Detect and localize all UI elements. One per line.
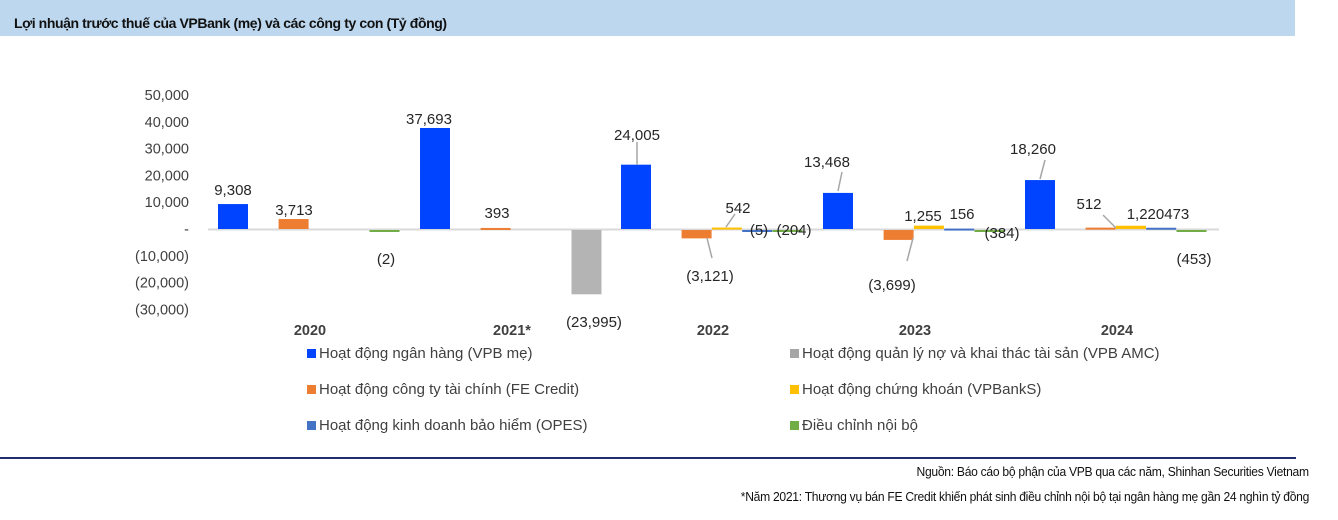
legend-item-fe-credit: Hoạt động công ty tài chính (FE Credit) bbox=[307, 381, 579, 398]
bar bbox=[621, 164, 651, 229]
data-label: 13,468 bbox=[804, 154, 850, 171]
footnote: *Năm 2021: Thương vụ bán FE Credit khiến… bbox=[740, 489, 1310, 504]
data-label-vpbanks-2024: 1,220 bbox=[1127, 206, 1165, 223]
legend-swatch-icon bbox=[790, 385, 799, 394]
y-tick-label: (10,000) bbox=[135, 249, 189, 265]
bar bbox=[571, 230, 602, 295]
data-label: 1,220473 bbox=[1127, 206, 1190, 223]
data-label: 542 bbox=[725, 200, 750, 217]
bar bbox=[369, 230, 400, 232]
chart-title: Lợi nhuận trước thuế của VPBank (mẹ) và … bbox=[14, 15, 447, 31]
legend-label: Hoạt động kinh doanh bảo hiểm (OPES) bbox=[319, 417, 588, 434]
legend-label: Hoạt động chứng khoán (VPBankS) bbox=[802, 381, 1042, 398]
legend-item-vpb-amc: Hoạt động quản lý nợ và khai thác tài sả… bbox=[790, 345, 1160, 362]
bar bbox=[1146, 227, 1177, 230]
legend-item-vpb-parent: Hoạt động ngân hàng (VPB mẹ) bbox=[307, 345, 532, 362]
data-label: 24,005 bbox=[614, 127, 660, 144]
legend-swatch-icon bbox=[307, 349, 316, 358]
x-tick-label: 2021* bbox=[493, 323, 531, 336]
bar bbox=[823, 192, 853, 229]
data-label: 393 bbox=[484, 205, 509, 222]
bar bbox=[1085, 227, 1116, 230]
data-label: (384) bbox=[984, 225, 1019, 242]
legend-label: Hoạt động công ty tài chính (FE Credit) bbox=[319, 381, 580, 398]
y-tick-label: 10,000 bbox=[145, 195, 189, 211]
title-band: Lợi nhuận trước thuế của VPBank (mẹ) và … bbox=[0, 0, 1295, 36]
x-tick-label: 2024 bbox=[1101, 323, 1133, 336]
bar-chart: 50,000 40,000 30,000 20,000 10,000 - (10,000) (… bbox=[135, 88, 1219, 336]
legend-swatch-icon bbox=[790, 349, 799, 358]
data-label: 37,693 bbox=[406, 111, 452, 128]
legend-label: Hoạt động quản lý nợ và khai thác tài sả… bbox=[802, 345, 1160, 362]
bar bbox=[218, 204, 248, 229]
bar bbox=[742, 230, 773, 232]
data-label: 156 bbox=[949, 206, 974, 223]
source-note: Nguồn: Báo cáo bộ phận của VPB qua các n… bbox=[916, 464, 1310, 479]
bar bbox=[278, 219, 309, 229]
x-tick-label: 2022 bbox=[697, 323, 729, 336]
y-tick-label: 40,000 bbox=[145, 115, 189, 131]
legend-swatch-icon bbox=[307, 421, 316, 430]
data-label: (2) bbox=[377, 251, 395, 268]
leader-line bbox=[725, 213, 736, 228]
leader-line bbox=[837, 171, 843, 192]
y-tick-label: (20,000) bbox=[135, 276, 189, 292]
data-label: (23,995) bbox=[566, 314, 622, 331]
data-label: 512 bbox=[1076, 196, 1101, 213]
data-label: 18,260 bbox=[1010, 141, 1056, 158]
bar bbox=[1176, 230, 1207, 232]
data-label: (453) bbox=[1176, 251, 1211, 268]
bar bbox=[883, 230, 914, 240]
bar bbox=[974, 230, 1005, 232]
data-label: 9,308 bbox=[214, 182, 252, 199]
bar bbox=[913, 225, 944, 229]
leader-line bbox=[1102, 214, 1117, 229]
bar bbox=[420, 127, 450, 229]
x-tick-label: 2023 bbox=[899, 323, 931, 336]
legend-item-opes: Hoạt động kinh doanh bảo hiểm (OPES) bbox=[307, 417, 588, 434]
y-tick-label: 50,000 bbox=[145, 88, 189, 104]
y-tick-label: 30,000 bbox=[145, 142, 189, 158]
bar bbox=[1025, 180, 1055, 229]
data-label: (3,121) bbox=[686, 268, 734, 285]
legend-label: Hoạt động ngân hàng (VPB mẹ) bbox=[319, 345, 533, 362]
bar bbox=[480, 227, 511, 230]
data-label: 1,255 bbox=[904, 208, 942, 225]
y-tick-label: (30,000) bbox=[135, 302, 189, 318]
legend-item-vpbanks: Hoạt động chứng khoán (VPBankS) bbox=[790, 381, 1041, 398]
y-tick-label: 20,000 bbox=[145, 168, 189, 184]
data-label: (5) bbox=[750, 222, 768, 239]
bar bbox=[681, 230, 712, 239]
footer-divider bbox=[0, 457, 1296, 459]
data-label: 3,713 bbox=[275, 202, 313, 219]
bar bbox=[944, 228, 975, 231]
data-label: (3,699) bbox=[868, 277, 916, 294]
bar bbox=[772, 230, 803, 232]
leader-line bbox=[906, 237, 914, 262]
legend-item-internal-adjustment: Điều chỉnh nội bộ bbox=[790, 417, 918, 434]
legend-label: Điều chỉnh nội bộ bbox=[802, 417, 918, 434]
legend-swatch-icon bbox=[307, 385, 316, 394]
data-label-opes-2024: 473 bbox=[1164, 206, 1189, 223]
data-label: (204) bbox=[776, 222, 811, 239]
legend-swatch-icon bbox=[790, 421, 799, 430]
leader-line bbox=[706, 237, 713, 259]
leader-line bbox=[1039, 159, 1046, 180]
y-tick-label: - bbox=[184, 222, 189, 238]
x-tick-label: 2020 bbox=[294, 323, 326, 336]
bar bbox=[711, 227, 742, 230]
bar bbox=[1115, 225, 1146, 229]
